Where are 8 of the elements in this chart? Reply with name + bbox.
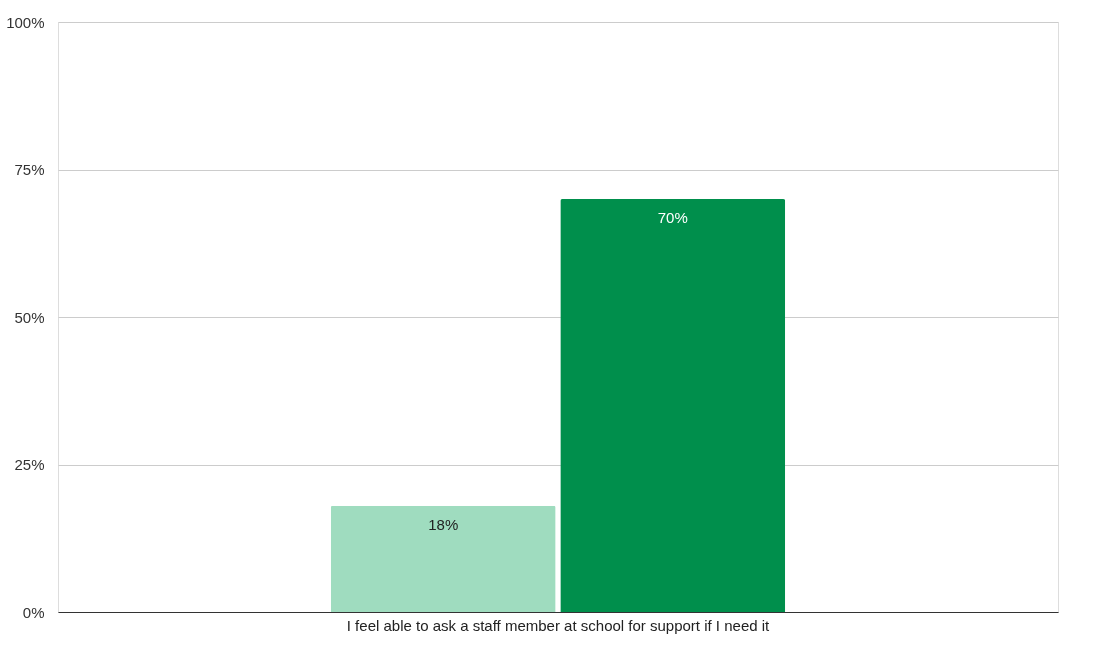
y-tick-label: 25% [14, 456, 45, 473]
data-label: 18% [428, 515, 459, 533]
y-tick-label: 0% [22, 603, 45, 621]
y-tick-label: 100% [6, 13, 45, 31]
x-tick-label: I feel able to ask a staff member at school for support if I need it [346, 616, 771, 634]
data-label: 70% [657, 209, 688, 226]
y-tick-label: 75% [14, 161, 45, 178]
y-tick-label: 50% [14, 308, 45, 326]
